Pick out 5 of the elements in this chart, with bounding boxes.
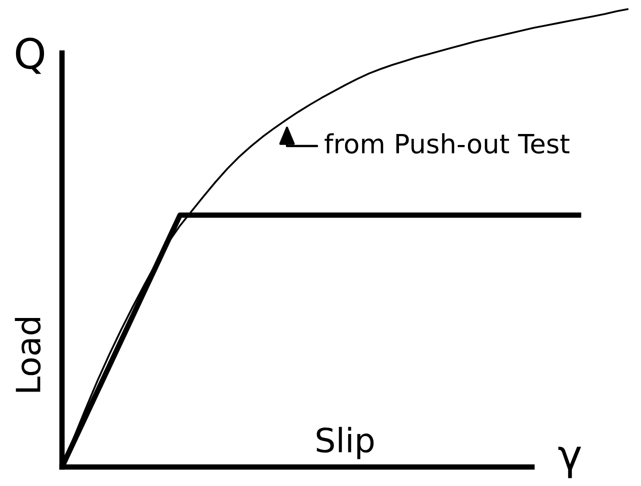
y-axis-title: Load (14, 318, 41, 392)
text: Q (16, 38, 44, 74)
annotation: from Push-out Test (324, 133, 570, 154)
annotation: γ (558, 446, 582, 478)
x-axis-title: Slip (316, 426, 374, 460)
